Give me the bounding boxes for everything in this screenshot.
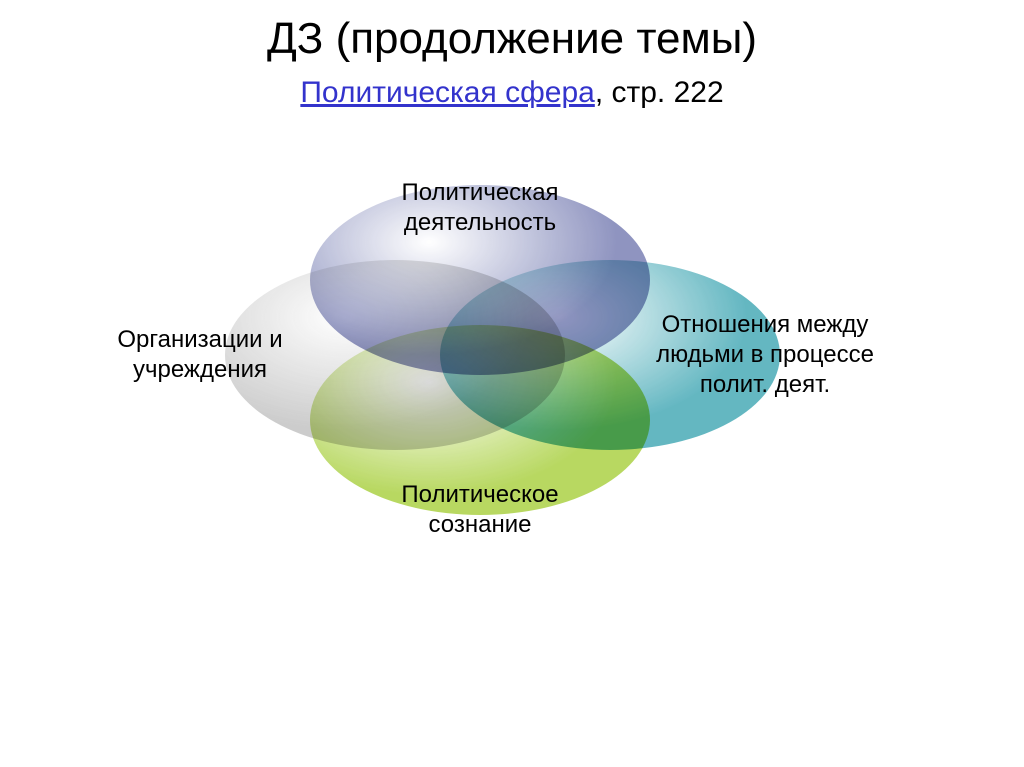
venn-label-bottom: Политическоесознание <box>360 480 600 540</box>
venn-label-right: Отношения междулюдьми в процессеполит. д… <box>620 310 910 400</box>
venn-label-top: Политическаядеятельность <box>360 178 600 238</box>
venn-label-left: Организации иучреждения <box>90 325 310 385</box>
venn-diagram: Политическаядеятельность Организации иучр… <box>0 0 1024 767</box>
